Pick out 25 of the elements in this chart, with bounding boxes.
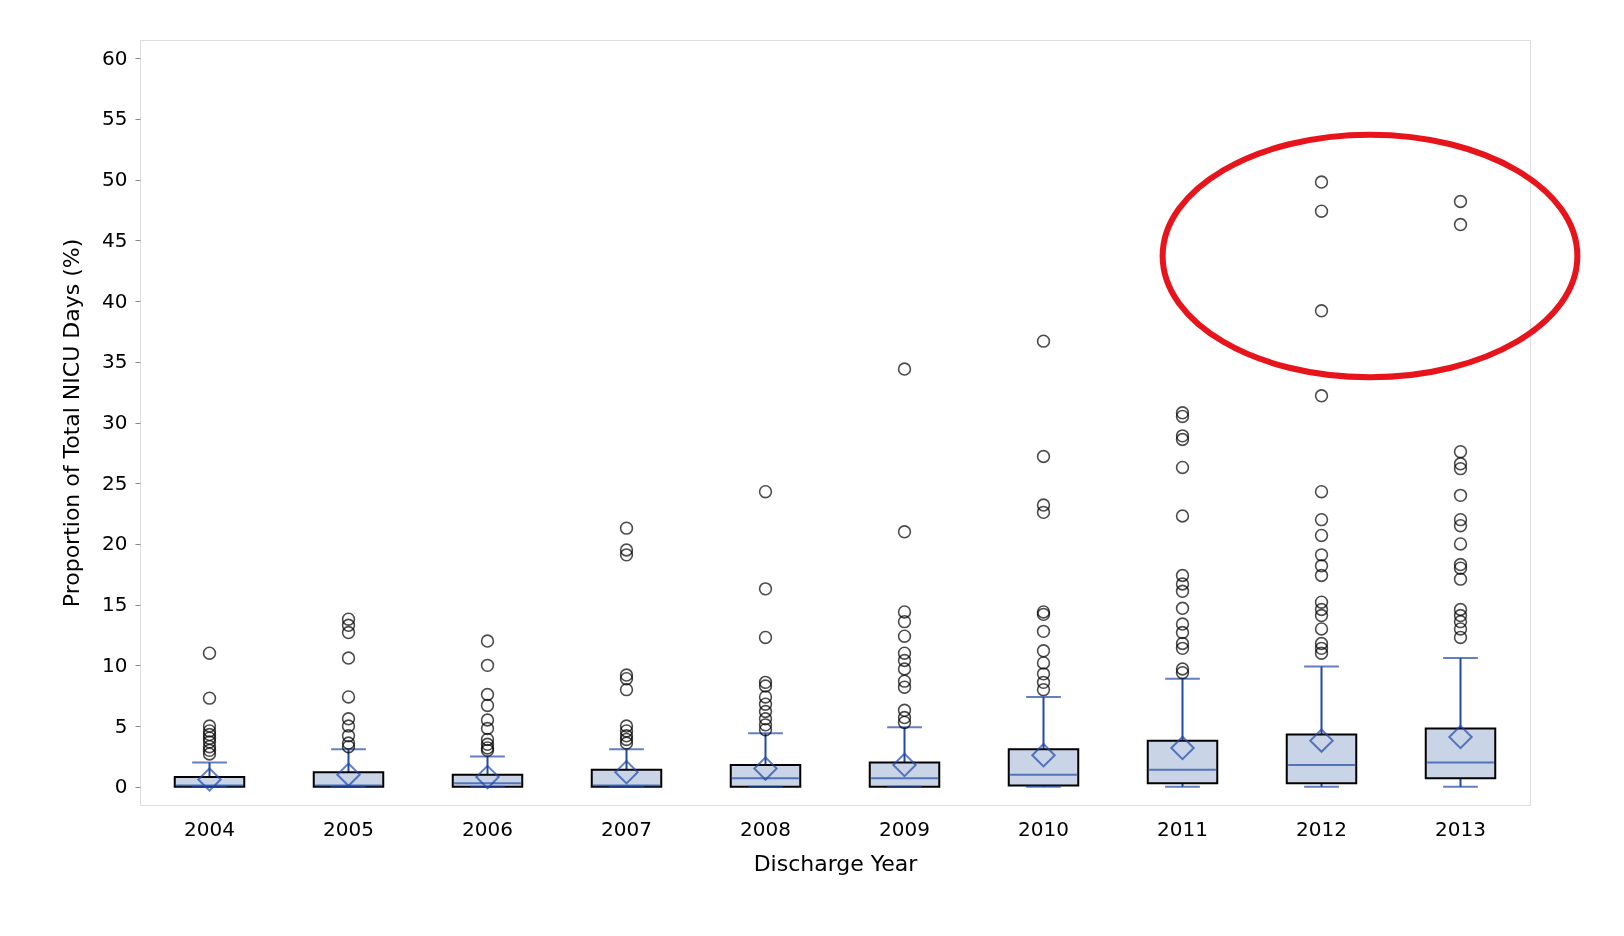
x-tick-label: 2013 [1435,816,1486,841]
y-tick-label: 25 [102,470,128,495]
y-tick-label: 5 [114,713,128,738]
x-tick-label: 2006 [462,816,513,841]
x-tick-label: 2005 [323,816,374,841]
y-tick-label: 40 [102,288,128,313]
x-tick-label: 2011 [1157,816,1208,841]
x-tick-label: 2008 [740,816,791,841]
y-tick-label: 45 [102,227,128,252]
x-axis-title: Discharge Year [753,850,919,876]
y-tick-label: 30 [102,410,128,434]
x-tick-label: 2012 [1296,816,1347,841]
y-tick-label: 15 [102,592,128,617]
y-tick-label: 20 [102,531,128,556]
y-tick-label: 0 [114,774,128,799]
y-tick-label: 10 [102,652,128,677]
y-tick-label: 35 [102,349,128,374]
x-tick-label: 2007 [601,816,652,841]
x-tick-label: 2009 [879,816,930,841]
y-tick-label: 55 [102,106,128,131]
x-tick-label: 2004 [184,816,235,841]
x-tick-label: 2010 [1018,816,1069,841]
y-tick-label: 60 [102,45,128,70]
y-axis-title: Proportion of Total NICU Days (%) [59,238,85,608]
y-tick-label: 50 [102,167,128,192]
